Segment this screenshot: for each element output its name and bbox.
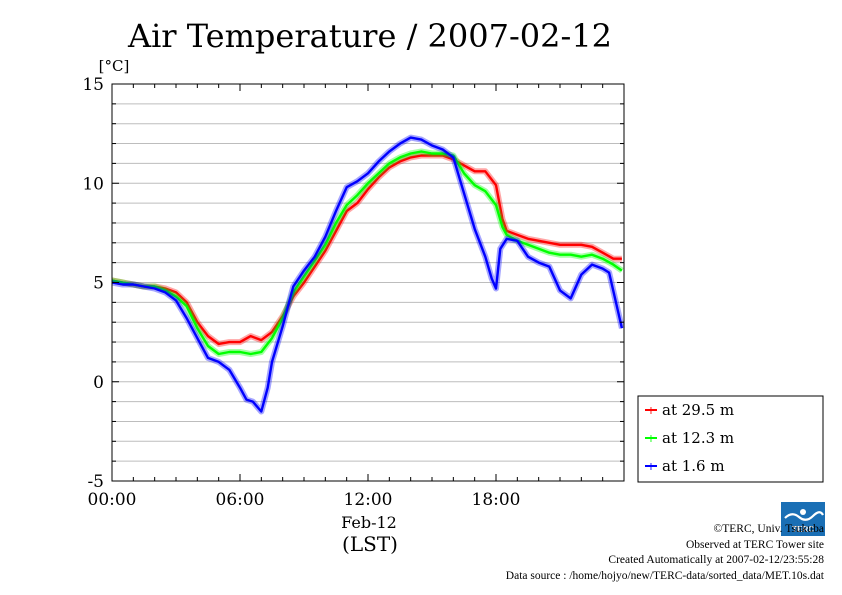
y-tick-label: 0 [93,373,104,393]
x-tick-label: 18:00 [472,490,521,510]
credit-source: Data source : /home/hojyo/new/TERC-data/… [505,569,824,582]
grid-lines [112,103,624,462]
legend-label: at 12.3 m [662,429,734,447]
series-line-2 [111,150,623,356]
terc-logo-wave [784,511,824,521]
chart-title: Air Temperature / 2007-02-12 [127,17,612,55]
series-line-3 [111,136,624,413]
legend-marker: + [646,460,655,473]
x-tick-label: 12:00 [344,490,393,510]
terc-logo-icon: TERC [781,502,825,536]
terc-logo-text: TERC [792,525,814,534]
credit-created: Created Automatically at 2007-02-12/23:5… [608,554,824,566]
series-band-3 [111,134,625,415]
legend: + at 29.5 m + at 12.3 m + at 1.6 m [637,395,824,483]
y-tick-label: 15 [82,75,104,95]
terc-logo-drop [800,509,806,515]
x-tick-label: 00:00 [88,490,137,510]
credit-site: Observed at TERC Tower site [685,538,824,551]
y-tick-label: -5 [87,472,104,492]
y-tick-labels: 15 10 5 0 -5 [82,75,104,492]
x-tick-label: 06:00 [216,490,265,510]
legend-marker: + [646,432,655,445]
credits-block: ©TERC, Univ. Tsukuba Observed at TERC To… [506,522,824,584]
legend-label: at 1.6 m [662,457,725,475]
y-tick-label: 5 [93,274,104,294]
credit-copyright: ©TERC, Univ. Tsukuba [713,523,824,535]
axis-ticks [111,83,625,482]
series-layer [111,134,625,415]
legend-marker: + [646,404,655,417]
legend-label: at 29.5 m [662,401,734,419]
y-axis-unit-label: [°C] [99,57,130,75]
y-tick-label: 10 [82,174,104,194]
legend-box [637,395,824,483]
x-axis-timezone-label: (LST) [342,532,398,556]
x-tick-labels: 00:00 06:00 12:00 18:00 [88,490,521,510]
x-axis-date-label: Feb-12 [341,513,397,532]
series-line-1 [111,154,622,346]
